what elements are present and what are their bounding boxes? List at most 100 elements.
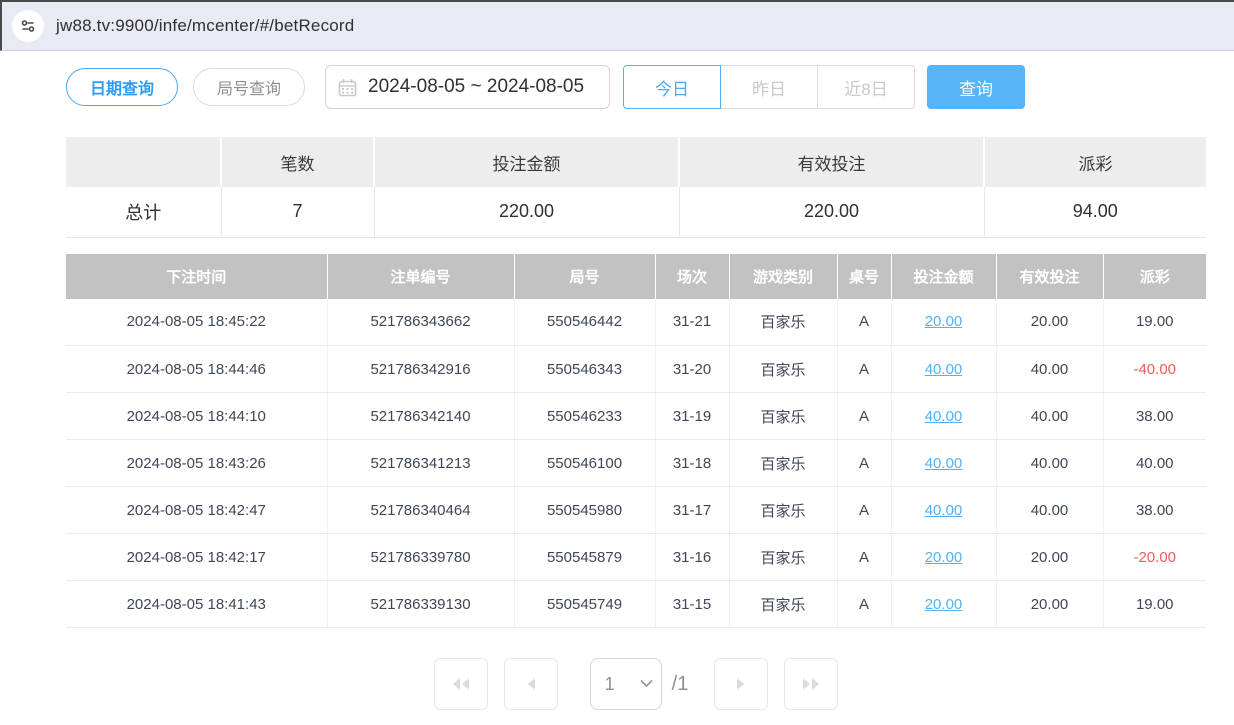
bet-id-cell: 521786339130 [327,580,515,628]
records-header-valid-bet: 有效投注 [996,253,1104,299]
table-row: 2024-08-05 18:44:10 521786342140 5505462… [66,392,1206,440]
bet-amount-cell: 40.00 [891,486,997,534]
valid-bet-cell: 40.00 [996,439,1104,487]
bet-amount-link[interactable]: 40.00 [924,454,963,472]
payout-cell: 38.00 [1103,392,1206,440]
records-header-session: 场次 [655,253,730,299]
bet-amount-cell: 20.00 [891,298,997,346]
search-button[interactable]: 查询 [927,65,1026,109]
bet-amount-cell: 20.00 [891,533,997,581]
last-page-button[interactable] [784,658,839,710]
bet-id-cell: 521786342140 [327,392,515,440]
summary-header-count: 笔数 [221,137,375,187]
table-no-cell: A [837,486,892,534]
valid-bet-cell: 40.00 [996,392,1104,440]
filter-toolbar: 日期查询 局号查询 2024-08-05 ~ 2024-08-05 [66,64,1206,110]
bet-amount-link[interactable]: 20.00 [924,548,963,566]
table-no-cell: A [837,533,892,581]
records-header-game-type: 游戏类别 [729,253,838,299]
game-type-cell: 百家乐 [729,486,838,534]
payout-cell: 38.00 [1103,486,1206,534]
payout-cell: 40.00 [1103,439,1206,487]
summary-total-payout: 94.00 [983,187,1206,238]
session-cell: 31-19 [655,392,730,440]
bet-records-table: 下注时间 注单编号 局号 场次 游戏类别 桌号 投注金额 有效投注 派彩 202… [66,253,1206,628]
table-row: 2024-08-05 18:43:26 521786341213 5505461… [66,439,1206,487]
summary-header-blank [66,137,222,187]
valid-bet-cell: 20.00 [996,533,1104,581]
game-type-cell: 百家乐 [729,439,838,487]
date-range-value: 2024-08-05 ~ 2024-08-05 [368,76,585,97]
bet-amount-cell: 40.00 [891,392,997,440]
date-range-picker[interactable]: 2024-08-05 ~ 2024-08-05 [325,65,611,109]
valid-bet-cell: 20.00 [996,580,1104,628]
url-text[interactable]: jw88.tv:9900/infe/mcenter/#/betRecord [56,16,355,35]
bet-time-cell: 2024-08-05 18:41:43 [66,580,328,628]
chevron-left-icon [525,676,537,692]
round-id-cell: 550545879 [514,533,656,581]
site-settings-icon [20,18,36,34]
tab-date-query[interactable]: 日期查询 [66,68,179,106]
summary-total-count: 7 [220,187,375,238]
quick-range-yesterday[interactable]: 昨日 [720,65,819,109]
bet-amount-cell: 20.00 [891,580,997,628]
summary-table: 笔数 投注金额 有效投注 派彩 总计 7 220.00 220.00 94.00 [66,137,1206,238]
first-page-button[interactable] [433,658,488,710]
table-no-cell: A [837,439,892,487]
round-id-cell: 550546100 [514,439,656,487]
bet-amount-link[interactable]: 20.00 [924,595,963,613]
session-cell: 31-20 [655,345,730,393]
bet-id-cell: 521786340464 [327,486,515,534]
bet-amount-link[interactable]: 40.00 [924,360,963,378]
round-id-cell: 550545980 [514,486,656,534]
bet-amount-cell: 40.00 [891,345,997,393]
summary-total-valid-bet: 220.00 [678,187,985,238]
quick-range-group: 今日 昨日 近8日 [623,65,916,109]
tab-round-query-label: 局号查询 [217,81,282,98]
double-chevron-right-icon [800,676,822,692]
round-id-cell: 550546343 [514,345,656,393]
table-row: 2024-08-05 18:44:46 521786342916 5505463… [66,345,1206,393]
records-header-bet-id: 注单编号 [327,253,515,299]
tab-round-query[interactable]: 局号查询 [193,68,306,106]
records-header-bet-amount: 投注金额 [891,253,997,299]
next-page-button[interactable] [714,658,769,710]
page-select-wrap: 1 [589,658,662,710]
table-row: 2024-08-05 18:45:22 521786343662 5505464… [66,298,1206,346]
records-header-payout: 派彩 [1103,253,1206,299]
bet-time-cell: 2024-08-05 18:44:46 [66,345,328,393]
records-header-table-no: 桌号 [837,253,892,299]
summary-total-row: 总计 7 220.00 220.00 94.00 [66,187,1206,238]
bet-time-cell: 2024-08-05 18:45:22 [66,298,328,346]
game-type-cell: 百家乐 [729,533,838,581]
table-row: 2024-08-05 18:42:47 521786340464 5505459… [66,486,1206,534]
table-no-cell: A [837,392,892,440]
summary-header-bet-amount: 投注金额 [374,137,680,187]
table-row: 2024-08-05 18:41:43 521786339130 5505457… [66,580,1206,628]
site-settings-button[interactable] [12,10,44,42]
valid-bet-cell: 40.00 [996,345,1104,393]
bet-amount-link[interactable]: 40.00 [924,407,963,425]
bet-time-cell: 2024-08-05 18:42:17 [66,533,328,581]
page-select[interactable]: 1 [589,658,662,710]
payout-cell: 19.00 [1103,298,1206,346]
chevron-right-icon [735,676,747,692]
round-id-cell: 550546442 [514,298,656,346]
bet-amount-link[interactable]: 40.00 [924,501,963,519]
bet-record-page: 日期查询 局号查询 2024-08-05 ~ 2024-08-05 [0,51,1234,710]
bet-id-cell: 521786342916 [327,345,515,393]
prev-page-button[interactable] [503,658,558,710]
quick-range-today[interactable]: 今日 [623,65,722,109]
calendar-icon [338,78,357,97]
round-id-cell: 550545749 [514,580,656,628]
bet-amount-cell: 40.00 [891,439,997,487]
records-header-round-id: 局号 [514,253,656,299]
bet-time-cell: 2024-08-05 18:43:26 [66,439,328,487]
records-header-row: 下注时间 注单编号 局号 场次 游戏类别 桌号 投注金额 有效投注 派彩 [66,253,1206,299]
bet-amount-link[interactable]: 20.00 [924,313,963,331]
game-type-cell: 百家乐 [729,392,838,440]
valid-bet-cell: 40.00 [996,486,1104,534]
bet-id-cell: 521786339780 [327,533,515,581]
table-row: 2024-08-05 18:42:17 521786339780 5505458… [66,533,1206,581]
quick-range-last8days[interactable]: 近8日 [817,65,916,109]
